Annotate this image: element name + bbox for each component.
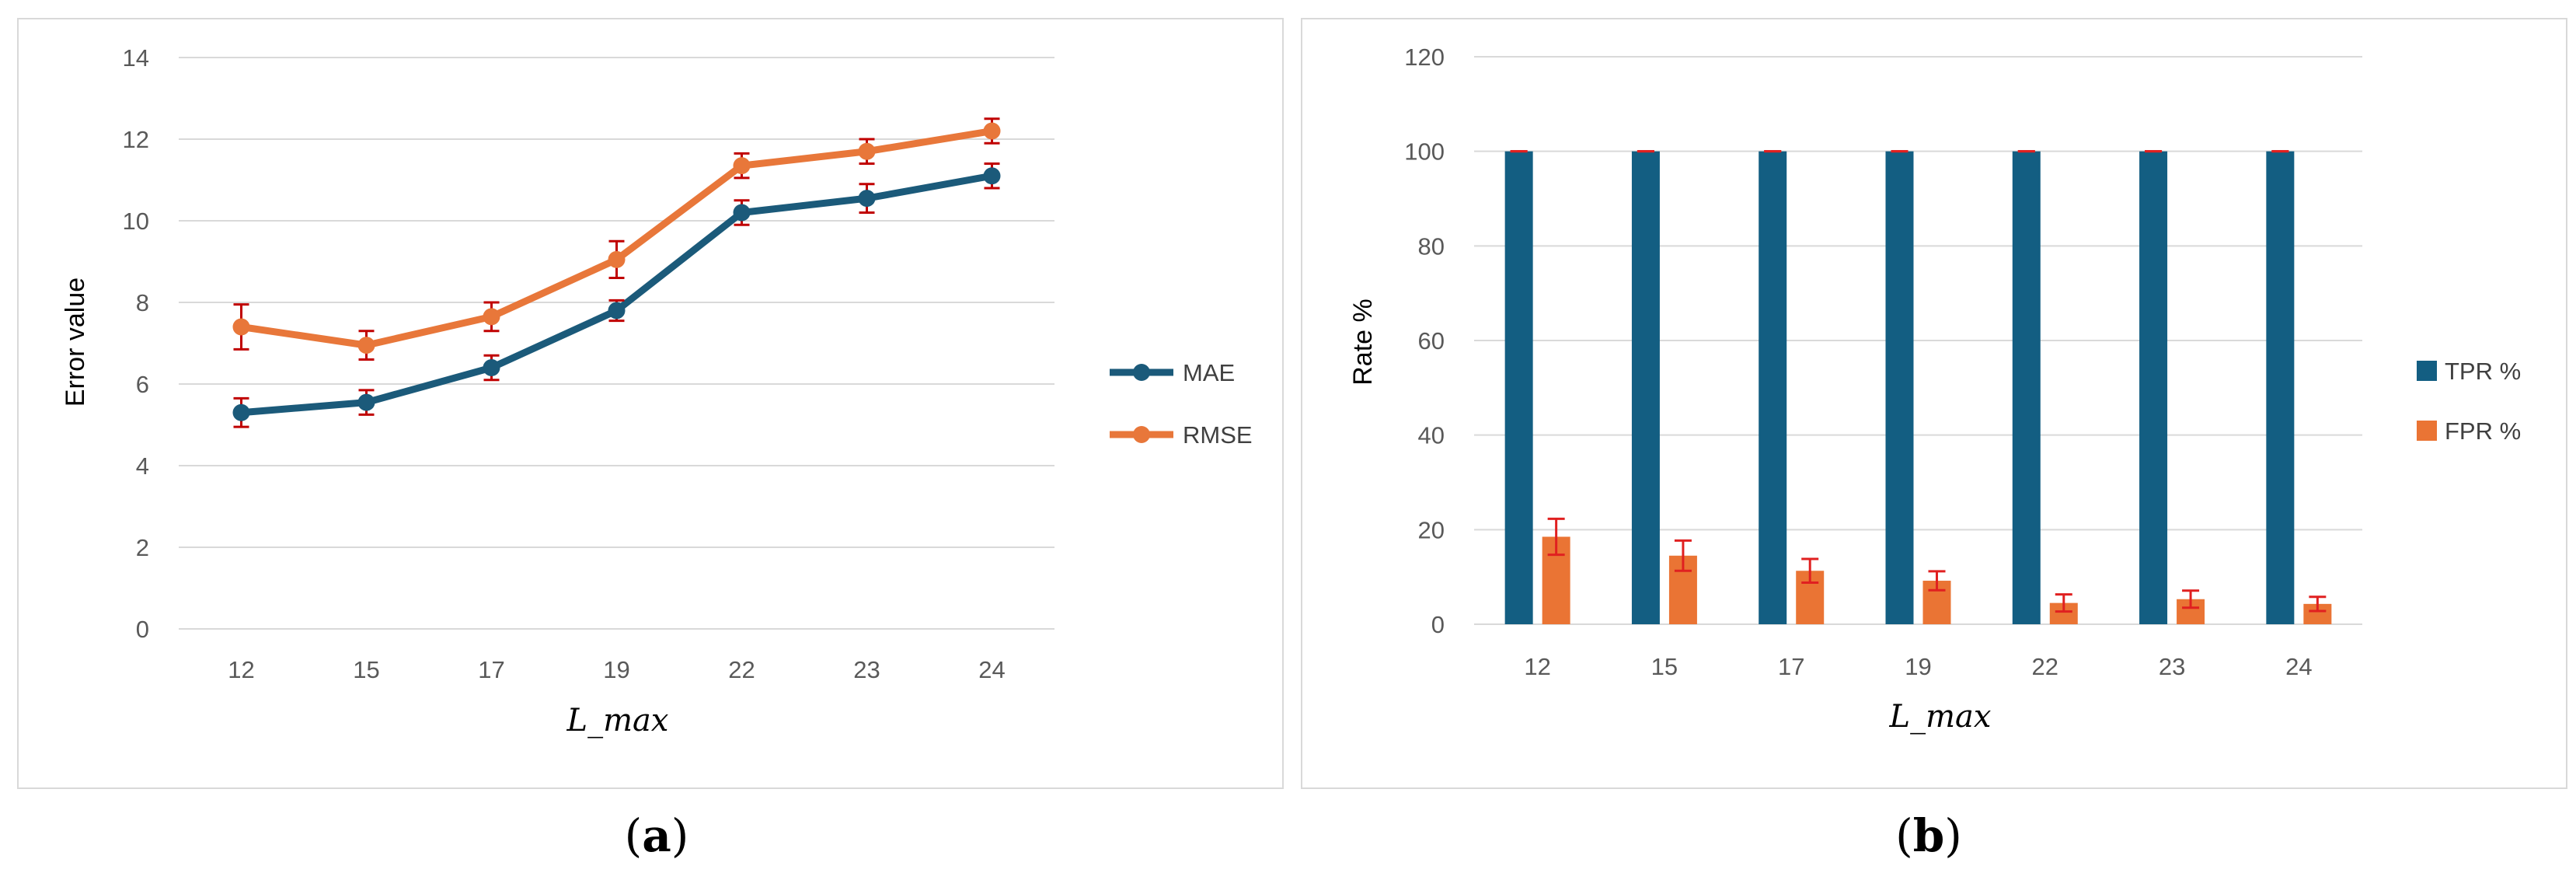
legend-entry: TPR % (2417, 358, 2521, 385)
error-bar (1674, 539, 1692, 572)
x-tick-labels: 12 15 17 19 22 23 24 (1524, 653, 2312, 680)
legend-label: FPR % (2445, 417, 2521, 445)
y-tick-labels: 0 20 40 60 80 100 120 (1404, 44, 1445, 638)
error-bar (1801, 557, 1819, 584)
bar (1885, 151, 1914, 624)
legend-label: MAE (1183, 359, 1235, 386)
data-point (232, 318, 250, 336)
legend-marker (1133, 426, 1150, 443)
legend-entry: MAE (1110, 359, 1235, 386)
y-tick-label: 14 (123, 44, 149, 72)
data-point (608, 250, 626, 268)
data-point (733, 157, 751, 175)
x-tick-label: 22 (2032, 653, 2058, 680)
data-point (483, 308, 500, 326)
panel-a: 0 2 4 6 8 10 12 14 12 15 17 19 22 23 24 Error value L… (0, 0, 1290, 869)
series-group (1504, 150, 2332, 624)
bar-chart: 0 20 40 60 80 100 120 12 15 17 19 22 23 24 Rate % L_… (1301, 18, 2567, 862)
y-tick-label: 40 (1418, 422, 1445, 449)
bar (1504, 151, 1533, 624)
y-tick-label: 10 (123, 208, 149, 235)
y-tick-label: 80 (1418, 232, 1445, 260)
data-point (858, 142, 876, 160)
x-tick-label: 23 (853, 656, 880, 683)
data-point (733, 204, 751, 222)
x-axis-title: L_max (566, 703, 669, 739)
legend-label: RMSE (1183, 421, 1253, 449)
x-tick-label: 15 (1651, 653, 1678, 680)
y-axis-title: Rate % (1348, 299, 1378, 386)
y-tick-label: 0 (136, 616, 149, 643)
error-bar (2309, 595, 2327, 613)
x-tick-label: 24 (978, 656, 1005, 683)
legend: TPR % FPR % (2417, 358, 2521, 445)
gridlines (1474, 56, 2362, 625)
y-tick-label: 12 (123, 126, 149, 153)
y-axis-title: Error value (61, 278, 90, 407)
y-tick-label: 100 (1404, 138, 1445, 166)
bar (2012, 151, 2041, 624)
x-tick-label: 17 (478, 656, 504, 683)
legend-label: TPR % (2445, 358, 2521, 385)
data-point (608, 302, 626, 320)
y-tick-label: 60 (1418, 327, 1445, 354)
y-tick-label: 2 (136, 534, 149, 561)
x-tick-label: 17 (1778, 653, 1804, 680)
y-tick-label: 20 (1418, 516, 1445, 543)
series-group (232, 117, 1001, 428)
x-tick-labels: 12 15 17 19 22 23 24 (228, 656, 1005, 683)
data-point (983, 167, 1001, 185)
chart-border (1301, 18, 2567, 789)
panel-letter: b (1913, 809, 1945, 862)
bar (2139, 151, 2168, 624)
data-point (858, 190, 876, 208)
x-tick-label: 23 (2159, 653, 2185, 680)
y-tick-labels: 0 2 4 6 8 10 12 14 (123, 44, 149, 643)
panel-caption: (b) (1895, 809, 1962, 862)
y-tick-label: 6 (136, 371, 149, 398)
x-tick-label: 24 (2285, 653, 2312, 680)
y-tick-label: 120 (1404, 44, 1445, 71)
bar (1759, 151, 1787, 624)
data-point (357, 393, 375, 411)
error-bar (1547, 517, 1565, 557)
chart-border (17, 18, 1284, 789)
x-tick-label: 22 (728, 656, 755, 683)
legend-swatch (2417, 361, 2437, 381)
panel-letter: a (642, 809, 671, 862)
data-point (983, 122, 1001, 140)
error-bar (1928, 570, 1946, 592)
panel-caption: (a) (625, 809, 689, 862)
data-point (483, 359, 500, 376)
x-tick-label: 12 (1524, 653, 1550, 680)
x-axis-title: L_max (1889, 699, 1992, 735)
x-tick-label: 15 (353, 656, 379, 683)
y-tick-label: 0 (1431, 611, 1445, 638)
legend-entry: FPR % (2417, 417, 2521, 445)
y-tick-label: 4 (136, 452, 149, 480)
x-tick-label: 19 (603, 656, 629, 683)
x-tick-label: 12 (228, 656, 254, 683)
legend: MAE RMSE (1110, 359, 1253, 449)
x-tick-label: 19 (1905, 653, 1931, 680)
legend-entry: RMSE (1110, 421, 1253, 449)
data-point (357, 337, 375, 354)
error-bar (2055, 593, 2072, 613)
legend-marker (1133, 364, 1150, 381)
legend-swatch (2417, 421, 2437, 441)
bar (1631, 151, 1660, 624)
y-tick-label: 8 (136, 289, 149, 316)
error-bar (2182, 589, 2200, 609)
data-point (232, 403, 250, 421)
panel-b: 0 20 40 60 80 100 120 12 15 17 19 22 23 24 Rate % L_… (1290, 0, 2576, 869)
bar (2266, 151, 2295, 624)
